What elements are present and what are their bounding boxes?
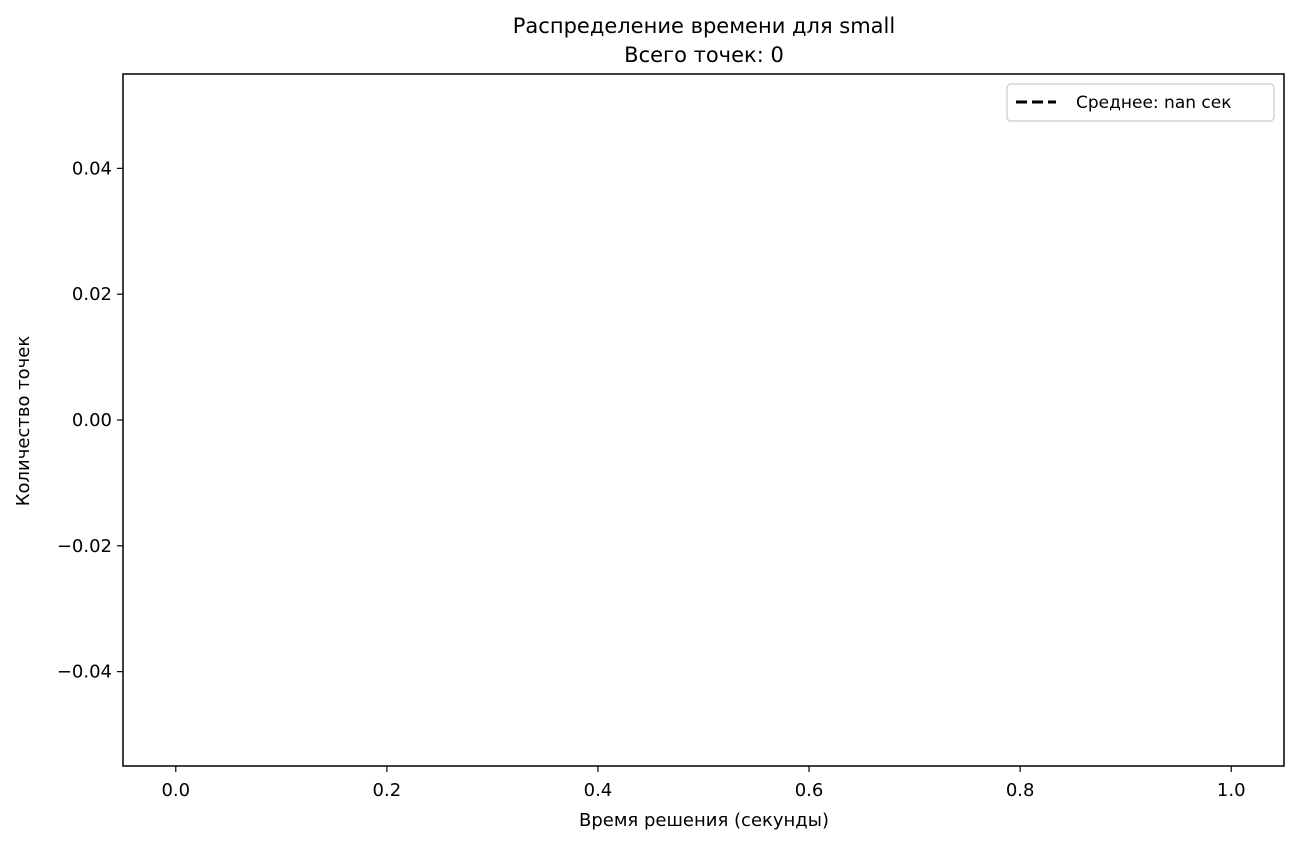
y-axis-ticks: −0.04 −0.02 0.00 0.02 0.04 [57,158,123,683]
x-axis-ticks: 0.0 0.2 0.4 0.6 0.8 1.0 [161,766,1246,801]
legend: Среднее: nan сек [1006,83,1275,122]
x-tick-label: 0.0 [161,780,190,801]
x-tick-label: 0.2 [373,780,402,801]
y-tick-label: 0.02 [72,284,112,305]
legend-mean-label: Среднее: nan сек [1076,93,1231,113]
y-tick-label: −0.04 [57,662,112,683]
x-tick-label: 1.0 [1217,780,1246,801]
y-tick-label: 0.04 [72,158,112,179]
x-axis-label: Время решения (секунды) [579,810,829,831]
x-tick-label: 0.4 [584,780,613,801]
y-tick-label: 0.00 [72,410,112,431]
plot-area [122,73,1285,767]
legend-box [1006,83,1275,122]
y-tick-label: −0.02 [57,536,112,557]
y-axis-label: Количество точек [13,336,34,507]
chart-title-line-1: Распределение времени для small [513,14,895,38]
x-tick-label: 0.8 [1006,780,1035,801]
x-tick-label: 0.6 [795,780,824,801]
chart-title-line-2: Всего точек: 0 [624,43,784,67]
